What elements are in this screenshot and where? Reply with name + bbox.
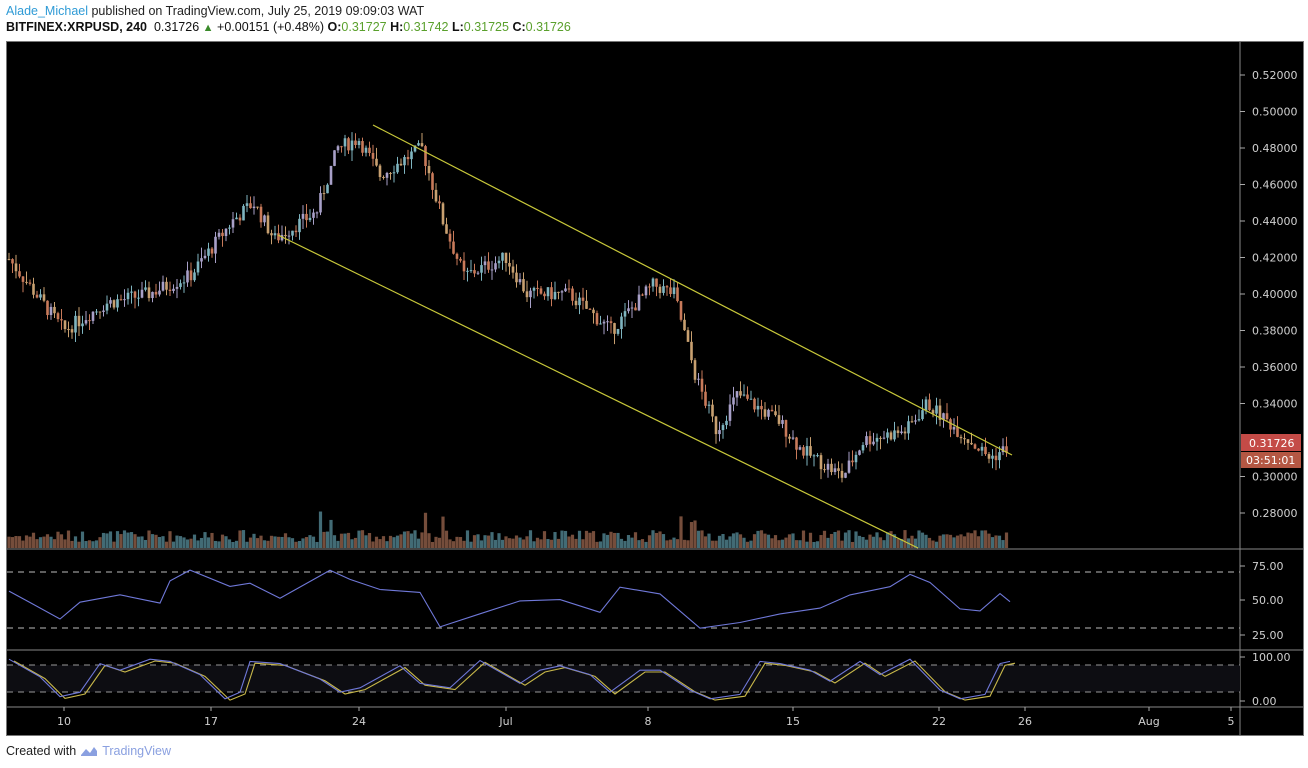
- volume-bars: [7, 511, 1009, 548]
- symbol-legend: BITFINEX:XRPUSD, 240 0.31726 ▲ +0.00151 …: [6, 20, 571, 34]
- time-tick-label: 5: [1228, 715, 1235, 728]
- candlestick-series[interactable]: [7, 132, 1008, 483]
- stoch-axis: 100.00 0.00: [1240, 651, 1291, 708]
- time-tick-label: 17: [204, 715, 218, 728]
- countdown-label: [1241, 452, 1301, 468]
- rsi-line: [8, 569, 1011, 629]
- rsi-tick-label: 50.00: [1252, 594, 1284, 607]
- low-value: 0.31725: [463, 20, 509, 34]
- high-label: H:: [390, 20, 404, 34]
- time-tick-label: 22: [932, 715, 946, 728]
- publish-info: Alade_Michael published on TradingView.c…: [6, 4, 424, 18]
- footer: Created with TradingView: [6, 744, 171, 758]
- time-tick-label: Aug: [1138, 715, 1159, 728]
- price-change: +0.00151 (+0.48%): [217, 20, 325, 34]
- price-tick-label: 0.50000: [1252, 106, 1298, 119]
- published-text: published on TradingView.com, July 25, 2…: [91, 4, 425, 18]
- countdown-text: 03:51:01: [1246, 454, 1295, 467]
- last-price: 0.31726: [153, 20, 200, 34]
- stoch-d-line: [13, 660, 1016, 701]
- price-tick-label: 0.46000: [1252, 179, 1298, 192]
- price-tick-label: 0.48000: [1252, 142, 1298, 155]
- time-tick-label: 8: [645, 715, 652, 728]
- price-tick-label: 0.44000: [1252, 215, 1298, 228]
- price-tick-label: 0.34000: [1252, 398, 1298, 411]
- current-price-text: 0.31726: [1249, 437, 1295, 450]
- rsi-axis: 75.00 50.00 25.00: [1240, 560, 1284, 642]
- price-tick-label: 0.30000: [1252, 471, 1298, 484]
- price-tick-label: 0.36000: [1252, 361, 1298, 374]
- close-value: 0.31726: [525, 20, 571, 34]
- channel-lower-trendline[interactable]: [277, 234, 919, 549]
- created-with-text: Created with: [6, 744, 77, 758]
- price-axis[interactable]: 0.52000 0.50000 0.48000 0.46000 0.44000 0.420…: [1240, 69, 1298, 520]
- open-label: O:: [327, 20, 342, 34]
- tradingview-logo-icon: [81, 747, 98, 756]
- high-value: 0.31742: [403, 20, 449, 34]
- channel-upper-trendline[interactable]: [372, 124, 1013, 456]
- time-tick-label: 15: [786, 715, 800, 728]
- price-tick-label: 0.40000: [1252, 288, 1298, 301]
- stoch-tick-label: 0.00: [1252, 695, 1277, 708]
- time-tick-label: 26: [1018, 715, 1032, 728]
- time-axis[interactable]: 10 17 24 Jul 8 15 22 26 Aug 5: [57, 707, 1235, 728]
- low-label: L:: [451, 20, 464, 34]
- rsi-tick-label: 25.00: [1252, 629, 1284, 642]
- time-tick-label: Jul: [498, 715, 512, 728]
- stoch-tick-label: 100.00: [1252, 651, 1291, 664]
- price-tick-label: 0.38000: [1252, 325, 1298, 338]
- chart-frame[interactable]: [6, 41, 1304, 736]
- stoch-k-line: [8, 658, 1011, 700]
- time-tick-label: 10: [57, 715, 71, 728]
- rsi-tick-label: 75.00: [1252, 560, 1284, 573]
- close-label: C:: [512, 20, 526, 34]
- up-arrow-icon: ▲: [202, 22, 214, 34]
- price-tick-label: 0.42000: [1252, 252, 1298, 265]
- open-value: 0.31727: [341, 20, 387, 34]
- current-price-label: [1241, 434, 1301, 451]
- symbol-name: BITFINEX:XRPUSD, 240: [6, 20, 148, 34]
- time-tick-label: 24: [352, 715, 366, 728]
- author-link[interactable]: Alade_Michael: [6, 4, 88, 18]
- tradingview-brand-link[interactable]: TradingView: [102, 744, 171, 758]
- price-tick-label: 0.28000: [1252, 507, 1298, 520]
- price-tick-label: 0.52000: [1252, 69, 1298, 82]
